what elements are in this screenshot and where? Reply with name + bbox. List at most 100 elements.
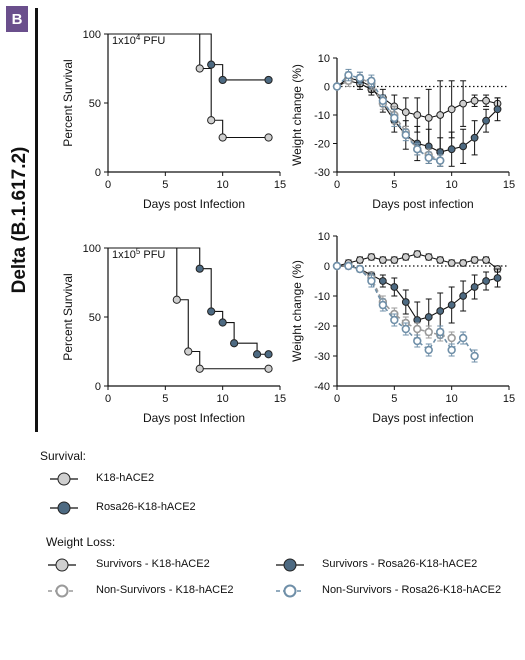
data-point	[195, 64, 204, 73]
legend-weight-title: Weight Loss:	[46, 535, 116, 549]
survival-step-line	[108, 33, 269, 81]
series-k18	[108, 33, 273, 142]
legend-item-nonsurv-k18: Non-Survivors - K18-hACE2	[48, 583, 278, 599]
data-point	[436, 327, 445, 337]
legend-marker-nonsurv-rosa	[276, 584, 304, 598]
y-tick-label: -20	[314, 321, 330, 333]
data-point	[367, 76, 376, 86]
chart-survival-1e4: 0 5 10 15 0 50 100 Days post Infection Percent S…	[61, 29, 286, 211]
data-point	[378, 277, 387, 285]
y-tick-label: 0	[324, 82, 330, 94]
data-point	[470, 96, 479, 105]
data-point	[447, 145, 456, 154]
y-tick-label: 50	[89, 98, 101, 110]
data-point	[413, 324, 422, 334]
panel-label-text: B	[11, 10, 23, 28]
y-tick-label: -30	[314, 167, 330, 179]
data-point	[470, 256, 479, 264]
data-point	[459, 292, 468, 300]
x-tick-label: 15	[274, 179, 286, 191]
legend-item-surv-rosa: Survivors - Rosa26-K18-hACE2	[276, 557, 521, 573]
data-point	[390, 283, 399, 291]
dose-exponent: 4	[136, 33, 141, 42]
legend-marker-rosa	[50, 501, 78, 515]
data-point	[482, 116, 490, 125]
y-axis-label: Weight change (%)	[290, 64, 304, 166]
y-tick-label: -20	[314, 139, 330, 151]
data-point	[264, 350, 273, 359]
y-tick-label: 100	[83, 29, 101, 41]
data-point	[493, 274, 502, 282]
legend-label-surv-rosa: Survivors - Rosa26-K18-hACE2	[322, 558, 478, 570]
legend-label-rosa: Rosa26-K18-hACE2	[96, 501, 196, 513]
data-point	[401, 324, 410, 334]
data-point	[264, 364, 273, 373]
legend-label-nonsurv-rosa: Non-Survivors - Rosa26-K18-hACE2	[322, 584, 502, 596]
x-tick-label: 10	[217, 179, 229, 191]
data-point	[413, 111, 422, 119]
data-point	[413, 145, 422, 154]
data-point	[424, 313, 433, 321]
legend-item-surv-k18: Survivors - K18-hACE2	[48, 557, 278, 573]
legend: Survival: K18-hACE2 Rosa26-K18-hACE2 Wei…	[0, 440, 525, 660]
data-point	[332, 82, 342, 91]
chart-weight-1e4: 0 5 10 15 -30 -20 -10 0 10 Days post infection Wei…	[290, 53, 515, 211]
data-point	[355, 73, 365, 83]
y-tick-label: -40	[314, 381, 330, 393]
data-point	[493, 105, 502, 114]
series-rosa	[108, 247, 273, 359]
data-point	[378, 256, 387, 264]
x-tick-label: 0	[105, 393, 111, 405]
dose-annotation: 1x105 PFU	[112, 247, 165, 261]
x-tick-label: 0	[334, 179, 340, 191]
data-point	[424, 113, 433, 122]
y-tick-label: -30	[314, 351, 330, 363]
legend-item-k18: K18-hACE2	[50, 471, 310, 487]
series-line	[336, 74, 441, 162]
x-tick-label: 15	[274, 393, 286, 405]
data-point	[172, 295, 181, 304]
y-axis-label: Percent Survival	[61, 273, 75, 360]
x-tick-label: 10	[446, 179, 458, 191]
panel-divider	[35, 8, 38, 432]
y-tick-label: 10	[318, 53, 330, 65]
data-point	[264, 75, 273, 85]
y-tick-label: 0	[324, 261, 330, 273]
legend-label-nonsurv-k18: Non-Survivors - K18-hACE2	[96, 584, 234, 596]
series-k18	[108, 247, 273, 373]
data-point	[482, 96, 490, 105]
data-point	[447, 333, 456, 343]
data-point	[218, 133, 227, 142]
series-line	[337, 265, 452, 339]
x-tick-label: 15	[503, 393, 515, 405]
data-point	[413, 250, 422, 258]
data-point	[264, 133, 273, 142]
x-tick-label: 0	[334, 393, 340, 405]
y-tick-label: -10	[314, 110, 330, 122]
legend-item-nonsurv-rosa: Non-Survivors - Rosa26-K18-hACE2	[276, 583, 521, 599]
x-tick-label: 5	[162, 179, 168, 191]
x-axis-label: Days post Infection	[143, 197, 245, 211]
data-point	[424, 345, 433, 355]
legend-item-rosa: Rosa26-K18-hACE2	[50, 500, 310, 516]
data-point	[436, 256, 445, 264]
data-point	[378, 300, 388, 310]
data-point	[447, 345, 456, 355]
series-rosa	[108, 33, 273, 85]
data-point	[482, 256, 490, 264]
data-point	[401, 130, 410, 140]
y-tick-label: 0	[95, 167, 101, 179]
data-point	[367, 253, 376, 261]
y-tick-label: 50	[89, 312, 101, 324]
x-tick-label: 5	[162, 393, 168, 405]
dose-suffix: PFU	[140, 35, 165, 47]
chart-survival-1e5: 0 5 10 15 0 50 100 Days post Infection Percent S…	[61, 243, 286, 425]
legend-marker-surv-rosa	[276, 558, 304, 572]
x-axis-label: Days post infection	[372, 411, 473, 425]
data-point	[470, 351, 479, 361]
x-tick-label: 0	[105, 179, 111, 191]
x-axis-label: Days post infection	[372, 197, 473, 211]
legend-marker-nonsurv-k18	[48, 584, 76, 598]
data-point	[401, 253, 410, 261]
